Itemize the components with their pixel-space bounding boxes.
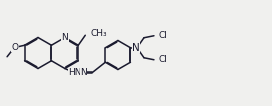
Text: CH₃: CH₃ — [91, 29, 107, 38]
Text: N: N — [61, 33, 68, 42]
Text: N: N — [80, 68, 87, 77]
Text: O: O — [11, 43, 18, 52]
Text: Cl: Cl — [159, 55, 168, 64]
Text: Cl: Cl — [159, 31, 168, 40]
Text: HN: HN — [68, 68, 82, 77]
Text: N: N — [132, 43, 140, 53]
